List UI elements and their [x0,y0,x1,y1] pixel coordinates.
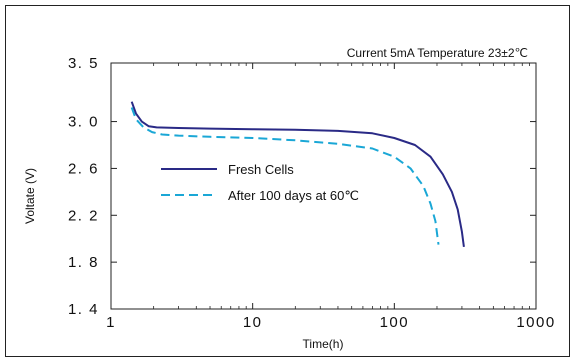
x-tick-label: 10 [243,314,263,331]
y-ticks: 1. 4 1. 8 2. 2 2. 6 3. 0 3. 5 [68,55,536,318]
chart-frame: Current 5mA Temperature 23±2℃ Time(h) Vo… [5,5,570,357]
x-axis-label: Time(h) [303,337,344,351]
y-tick-label: 1. 8 [68,254,99,271]
legend: Fresh Cells After 100 days at 60℃ [161,162,359,203]
y-tick-label: 1. 4 [68,301,99,318]
y-axis-label: Voltate (V) [23,168,37,224]
x-ticks: 1 10 100 1000 [106,63,555,331]
y-tick-label: 3. 5 [68,55,99,72]
series-lines [130,101,465,248]
legend-label-2: After 100 days at 60℃ [228,188,359,203]
series-line-2 [130,107,440,245]
series-line-1 [130,101,465,248]
y-tick-label: 2. 6 [68,160,99,177]
x-tick-label: 100 [380,314,410,331]
plot-area-border [110,62,537,310]
y-tick-label: 3. 0 [68,114,99,131]
chart-svg: Current 5mA Temperature 23±2℃ Time(h) Vo… [23,46,555,351]
x-tick-label: 1 [106,314,116,331]
y-tick-label: 2. 2 [68,207,99,224]
legend-label-1: Fresh Cells [228,162,294,177]
x-tick-label: 1000 [516,314,555,331]
chart-annotation: Current 5mA Temperature 23±2℃ [347,46,528,60]
